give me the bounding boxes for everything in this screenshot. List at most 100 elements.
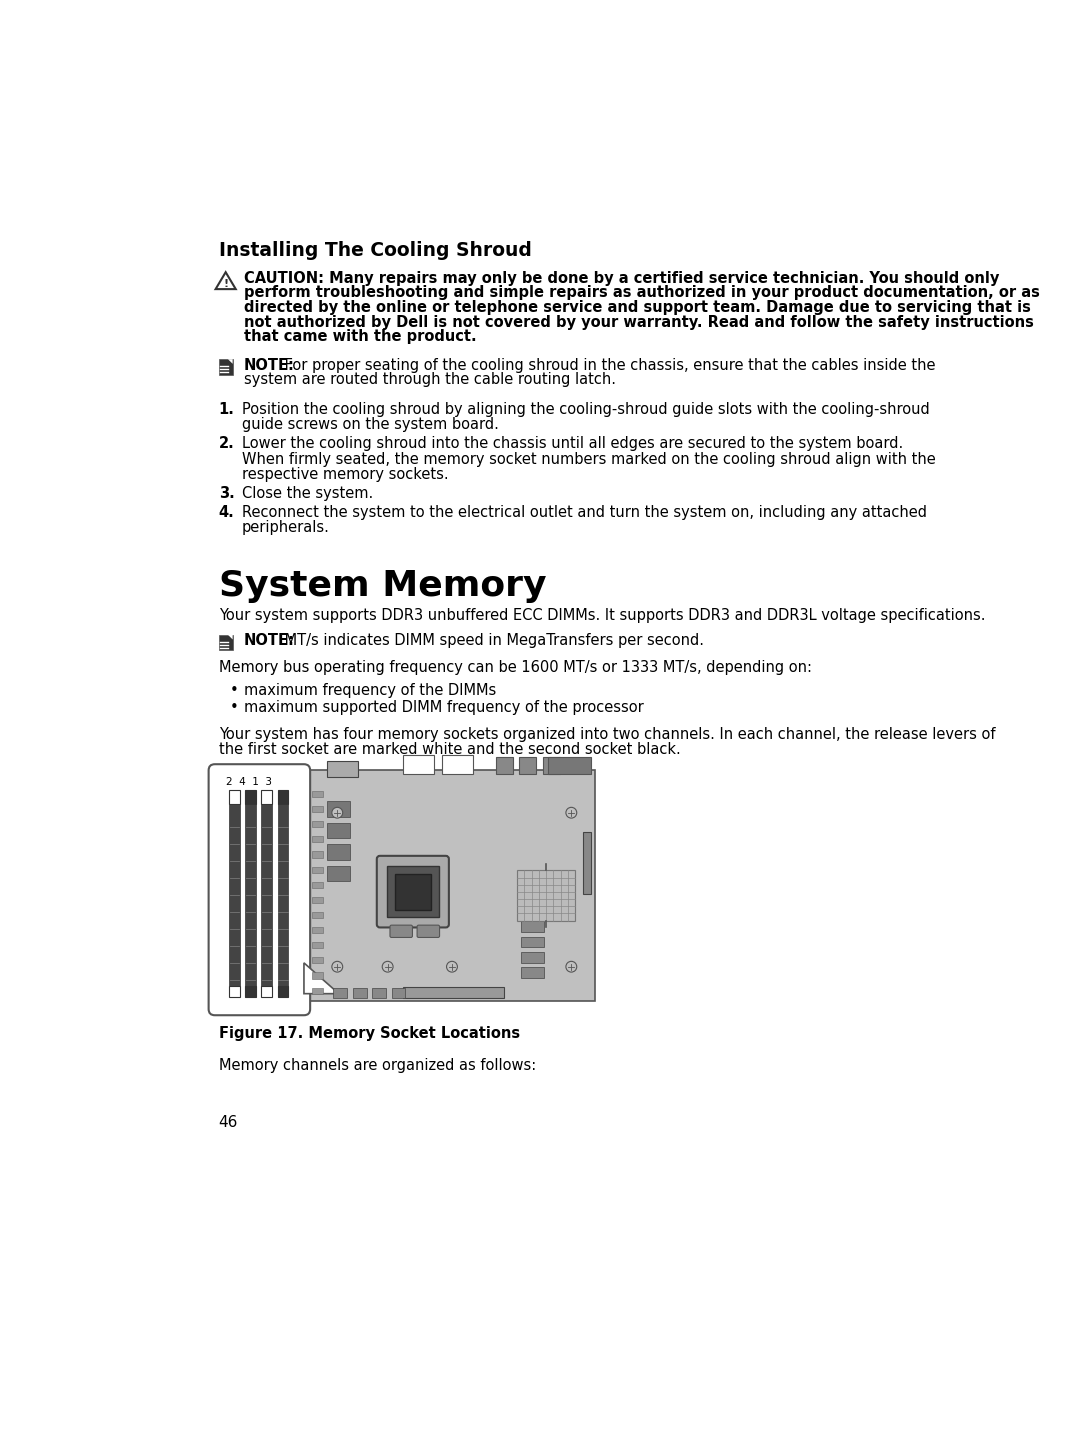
FancyBboxPatch shape xyxy=(548,757,591,774)
Text: For proper seating of the cooling shroud in the chassis, ensure that the cables : For proper seating of the cooling shroud… xyxy=(280,357,935,373)
FancyBboxPatch shape xyxy=(278,804,288,987)
Polygon shape xyxy=(228,358,232,364)
Text: directed by the online or telephone service and support team. Damage due to serv: directed by the online or telephone serv… xyxy=(243,300,1030,315)
FancyBboxPatch shape xyxy=(387,866,438,918)
FancyBboxPatch shape xyxy=(310,770,595,1001)
Polygon shape xyxy=(228,635,232,640)
FancyBboxPatch shape xyxy=(312,942,323,948)
FancyBboxPatch shape xyxy=(542,757,559,774)
Text: Your system supports DDR3 unbuffered ECC DIMMs. It supports DDR3 and DDR3L volta: Your system supports DDR3 unbuffered ECC… xyxy=(218,608,985,622)
Text: Position the cooling shroud by aligning the cooling-shroud guide slots with the : Position the cooling shroud by aligning … xyxy=(242,403,930,417)
FancyBboxPatch shape xyxy=(229,790,240,804)
FancyBboxPatch shape xyxy=(392,988,405,998)
FancyBboxPatch shape xyxy=(245,804,256,987)
Text: Installing The Cooling Shroud: Installing The Cooling Shroud xyxy=(218,241,531,261)
Text: Lower the cooling shroud into the chassis until all edges are secured to the sys: Lower the cooling shroud into the chassi… xyxy=(242,436,903,452)
Text: 46: 46 xyxy=(218,1114,238,1130)
FancyBboxPatch shape xyxy=(327,802,350,816)
FancyBboxPatch shape xyxy=(312,912,323,918)
Text: maximum frequency of the DIMMs: maximum frequency of the DIMMs xyxy=(243,683,496,697)
Text: CAUTION: Many repairs may only be done by a certified service technician. You sh: CAUTION: Many repairs may only be done b… xyxy=(243,271,999,285)
FancyBboxPatch shape xyxy=(312,988,323,994)
FancyBboxPatch shape xyxy=(278,987,288,997)
Text: not authorized by Dell is not covered by your warranty. Read and follow the safe: not authorized by Dell is not covered by… xyxy=(243,314,1034,330)
FancyBboxPatch shape xyxy=(334,988,348,998)
FancyBboxPatch shape xyxy=(218,358,232,374)
FancyBboxPatch shape xyxy=(312,972,323,978)
FancyBboxPatch shape xyxy=(327,866,350,882)
FancyBboxPatch shape xyxy=(327,845,350,860)
Text: !: ! xyxy=(224,278,228,288)
Text: the first socket are marked white and the second socket black.: the first socket are marked white and th… xyxy=(218,741,680,757)
Text: 2.: 2. xyxy=(218,436,234,452)
FancyBboxPatch shape xyxy=(403,754,434,774)
FancyBboxPatch shape xyxy=(442,754,473,774)
FancyBboxPatch shape xyxy=(312,852,323,858)
FancyBboxPatch shape xyxy=(496,757,513,774)
FancyBboxPatch shape xyxy=(312,792,323,797)
FancyBboxPatch shape xyxy=(521,936,544,948)
Text: Memory channels are organized as follows:: Memory channels are organized as follows… xyxy=(218,1058,536,1073)
FancyBboxPatch shape xyxy=(261,987,272,997)
Text: Reconnect the system to the electrical outlet and turn the system on, including : Reconnect the system to the electrical o… xyxy=(242,506,927,521)
FancyBboxPatch shape xyxy=(208,764,310,1015)
Text: peripherals.: peripherals. xyxy=(242,521,329,535)
FancyBboxPatch shape xyxy=(218,635,232,650)
FancyBboxPatch shape xyxy=(312,866,323,873)
FancyBboxPatch shape xyxy=(373,988,387,998)
FancyBboxPatch shape xyxy=(312,958,323,964)
Circle shape xyxy=(566,961,577,972)
Text: 1.: 1. xyxy=(218,403,234,417)
FancyBboxPatch shape xyxy=(583,832,591,893)
FancyBboxPatch shape xyxy=(278,790,288,804)
Text: When firmly seated, the memory socket numbers marked on the cooling shroud align: When firmly seated, the memory socket nu… xyxy=(242,452,935,467)
FancyBboxPatch shape xyxy=(403,987,504,998)
FancyBboxPatch shape xyxy=(521,968,544,978)
Circle shape xyxy=(332,807,342,819)
Circle shape xyxy=(446,961,458,972)
Text: 3.: 3. xyxy=(218,486,234,502)
Text: perform troubleshooting and simple repairs as authorized in your product documen: perform troubleshooting and simple repai… xyxy=(243,285,1039,300)
Text: NOTE:: NOTE: xyxy=(243,634,295,648)
Text: MT/s indicates DIMM speed in MegaTransfers per second.: MT/s indicates DIMM speed in MegaTransfe… xyxy=(280,634,704,648)
Text: •: • xyxy=(230,700,239,716)
Text: maximum supported DIMM frequency of the processor: maximum supported DIMM frequency of the … xyxy=(243,700,644,716)
FancyBboxPatch shape xyxy=(519,757,537,774)
Text: that came with the product.: that came with the product. xyxy=(243,330,476,344)
Text: 4.: 4. xyxy=(218,506,234,521)
FancyBboxPatch shape xyxy=(390,925,413,938)
FancyBboxPatch shape xyxy=(394,873,431,909)
Text: Close the system.: Close the system. xyxy=(242,486,374,502)
FancyBboxPatch shape xyxy=(377,856,449,928)
FancyBboxPatch shape xyxy=(229,804,240,987)
FancyBboxPatch shape xyxy=(312,836,323,842)
FancyBboxPatch shape xyxy=(327,823,350,837)
FancyBboxPatch shape xyxy=(245,987,256,997)
Text: Figure 17. Memory Socket Locations: Figure 17. Memory Socket Locations xyxy=(218,1025,519,1041)
FancyBboxPatch shape xyxy=(312,806,323,812)
Polygon shape xyxy=(303,962,339,994)
FancyBboxPatch shape xyxy=(312,926,323,934)
Text: system are routed through the cable routing latch.: system are routed through the cable rout… xyxy=(243,373,616,387)
FancyBboxPatch shape xyxy=(417,925,440,938)
Circle shape xyxy=(382,961,393,972)
FancyBboxPatch shape xyxy=(261,804,272,987)
FancyBboxPatch shape xyxy=(261,790,272,804)
Text: guide screws on the system board.: guide screws on the system board. xyxy=(242,417,499,432)
Text: NOTE:: NOTE: xyxy=(243,357,295,373)
FancyBboxPatch shape xyxy=(245,790,256,804)
Text: 2  4  1  3: 2 4 1 3 xyxy=(226,777,272,786)
Text: •: • xyxy=(230,683,239,697)
FancyBboxPatch shape xyxy=(229,987,240,997)
Text: Your system has four memory sockets organized into two channels. In each channel: Your system has four memory sockets orga… xyxy=(218,727,995,743)
FancyBboxPatch shape xyxy=(353,988,367,998)
FancyBboxPatch shape xyxy=(327,761,359,777)
FancyBboxPatch shape xyxy=(521,921,544,932)
Text: Memory bus operating frequency can be 1600 MT/s or 1333 MT/s, depending on:: Memory bus operating frequency can be 16… xyxy=(218,660,812,675)
FancyBboxPatch shape xyxy=(312,822,323,827)
FancyBboxPatch shape xyxy=(517,870,576,921)
Text: respective memory sockets.: respective memory sockets. xyxy=(242,467,448,482)
Circle shape xyxy=(566,807,577,819)
Circle shape xyxy=(332,961,342,972)
Text: System Memory: System Memory xyxy=(218,569,546,604)
